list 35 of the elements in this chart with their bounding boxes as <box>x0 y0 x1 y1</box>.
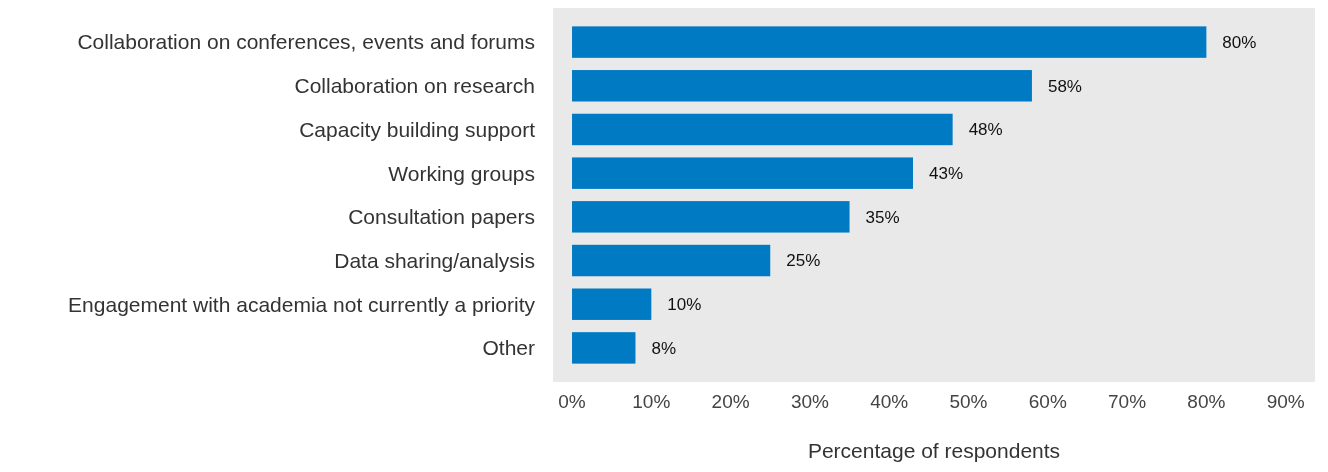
x-axis-title: Percentage of respondents <box>807 439 1061 462</box>
x-tick-label: 70% <box>1108 391 1147 412</box>
data-label: 35% <box>865 207 900 227</box>
y-tick-label: Other <box>482 336 535 360</box>
bar <box>572 113 953 146</box>
data-label: 80% <box>1222 33 1257 53</box>
data-label: 48% <box>968 120 1003 140</box>
y-tick-label: Engagement with academia not currently a priority <box>68 292 536 316</box>
data-label: 43% <box>928 164 964 184</box>
y-tick-label: Collaboration on conferences, events and forums <box>77 30 535 54</box>
bar <box>572 288 652 320</box>
y-tick-label: Consultation papers <box>348 205 535 229</box>
data-label: 25% <box>786 251 821 271</box>
data-label: 10% <box>667 295 702 315</box>
bar <box>572 201 850 233</box>
x-tick-label: 0% <box>558 391 586 412</box>
y-tick-label: Collaboration on research <box>294 74 535 98</box>
data-label: 58% <box>1047 76 1082 96</box>
x-tick-label: 40% <box>870 391 909 412</box>
y-tick-label: Working groups <box>388 161 535 185</box>
data-label: 8% <box>651 338 677 358</box>
x-tick-label: 30% <box>790 391 830 412</box>
bar <box>572 70 1032 102</box>
bar <box>572 26 1207 58</box>
x-tick-label: 20% <box>711 391 750 412</box>
y-tick-label: Capacity building support <box>299 117 536 141</box>
x-tick-label: 50% <box>949 391 988 412</box>
bar <box>572 157 913 189</box>
bar <box>572 332 636 364</box>
x-tick-label: 90% <box>1266 391 1305 412</box>
bar <box>572 244 771 277</box>
x-tick-label: 10% <box>632 391 671 412</box>
y-tick-label: Data sharing/analysis <box>334 248 535 272</box>
x-tick-label: 80% <box>1187 391 1226 412</box>
x-tick-label: 60% <box>1028 391 1067 412</box>
